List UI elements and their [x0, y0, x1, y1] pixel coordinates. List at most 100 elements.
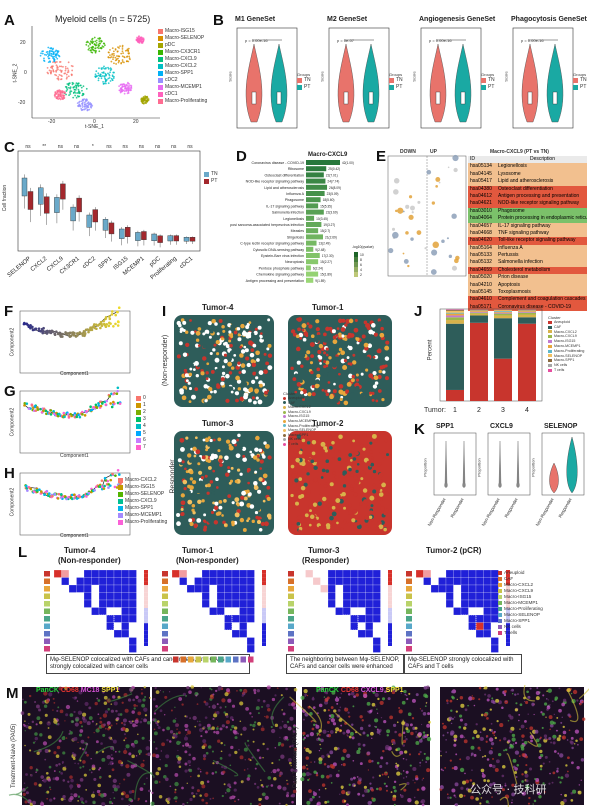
cell-fraction-boxplot: nsSELENOP**CXCL2nsCXCL9nsCX3CR1*cDC2nsSP… — [7, 144, 201, 281]
tsne-point — [123, 92, 126, 95]
spot — [225, 439, 231, 444]
trajectory-point — [103, 476, 107, 480]
trajectory-point — [109, 484, 112, 487]
trajectory-point — [42, 326, 45, 330]
spot — [370, 323, 376, 328]
legend-item: Macro-MCEMP1 — [118, 512, 167, 519]
f-ylabel: Component2 — [9, 327, 16, 357]
j-tick: 1 — [453, 407, 457, 414]
tsne-point — [66, 71, 69, 74]
tsne-point — [85, 41, 88, 44]
tsne-point — [58, 73, 61, 76]
tsne-point — [59, 91, 62, 94]
spot — [322, 496, 327, 502]
spot — [298, 450, 303, 455]
spot — [338, 434, 343, 440]
pathway-desc: Prion disease — [498, 274, 529, 281]
spot — [253, 400, 257, 405]
heatmap-cell — [342, 577, 351, 586]
legend-label: 7 — [143, 444, 146, 450]
enrichment-bar — [306, 259, 319, 265]
spot — [266, 496, 271, 501]
spot — [307, 527, 311, 530]
spot — [309, 514, 315, 519]
trajectory-point — [51, 330, 55, 333]
spot — [242, 454, 246, 458]
spot — [384, 376, 389, 381]
spot — [345, 390, 349, 394]
spot — [267, 343, 272, 348]
tsne-point — [48, 69, 51, 72]
spot — [383, 511, 388, 516]
spot — [221, 324, 225, 329]
spot — [370, 504, 374, 508]
spot — [365, 524, 369, 528]
pathway-id: hsa04064 — [470, 215, 492, 222]
spot — [373, 375, 379, 381]
tsne-point — [128, 52, 130, 55]
spot — [383, 527, 387, 532]
enrichment-bar — [306, 160, 340, 165]
box — [141, 231, 147, 240]
table-row: hsa05134 Legionellosis — [468, 163, 587, 171]
spot — [234, 512, 240, 518]
spot — [180, 507, 184, 511]
legend-label: TN — [488, 77, 495, 83]
spot — [192, 480, 197, 485]
spot — [339, 498, 344, 504]
spot — [380, 506, 385, 511]
spot — [363, 499, 368, 505]
e-dot — [411, 211, 414, 214]
spot — [351, 374, 356, 379]
trajectory-point — [116, 324, 120, 327]
spot — [248, 340, 254, 346]
spot — [335, 356, 339, 360]
significance-label: * — [92, 144, 94, 150]
heatmap-cell — [365, 614, 374, 623]
legend-item: Macro-CXCL2 — [118, 477, 167, 484]
spot — [246, 519, 249, 523]
violin-shape — [521, 43, 539, 123]
spot — [343, 400, 349, 406]
spot — [350, 513, 355, 518]
tsne-point — [55, 61, 58, 63]
legend-swatch — [548, 349, 552, 353]
heatmap-cell — [128, 607, 137, 616]
legend-item: Macro-Proliferating — [548, 349, 584, 354]
significance-label: ns — [106, 144, 112, 150]
spot — [317, 349, 322, 354]
spot — [319, 316, 325, 322]
violin-svg — [420, 27, 482, 129]
spot — [305, 493, 310, 498]
enrichment-bar — [306, 172, 324, 178]
spot — [202, 332, 206, 336]
trajectory-point — [105, 399, 109, 403]
heatmap-cell — [106, 569, 115, 578]
tsne-point — [89, 40, 92, 43]
tsne-point — [78, 95, 81, 98]
spot — [294, 478, 299, 483]
tsne-point — [123, 61, 125, 64]
spot — [199, 434, 203, 438]
heatmap-cell — [224, 584, 233, 593]
j-ylabel: Percent — [427, 339, 434, 361]
legend-label: PT — [396, 84, 403, 90]
spot — [328, 356, 332, 360]
tsne-point — [46, 71, 49, 74]
pathway-desc: TNF signaling pathway — [498, 229, 549, 236]
spot — [301, 438, 306, 443]
heatmap-cell — [68, 584, 77, 593]
tsne-point — [79, 105, 82, 108]
stack-segment — [446, 312, 464, 314]
heatmap-cell — [113, 584, 122, 593]
stack-segment — [518, 323, 536, 401]
tsne-point — [50, 52, 52, 55]
tsne-point — [48, 57, 51, 60]
legend-swatch — [573, 85, 578, 90]
heatmap-cell — [475, 569, 484, 578]
legend-swatch — [548, 340, 552, 344]
enrichment-bar — [306, 215, 315, 221]
spot — [256, 519, 262, 525]
trajectory-point — [26, 489, 29, 492]
spot — [355, 373, 359, 377]
